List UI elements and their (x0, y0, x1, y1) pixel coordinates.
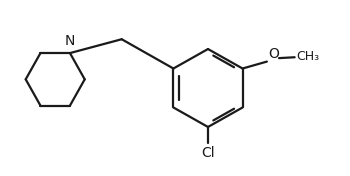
Text: CH₃: CH₃ (296, 50, 320, 63)
Text: Cl: Cl (201, 146, 215, 160)
Text: N: N (65, 34, 75, 48)
Text: O: O (268, 47, 280, 61)
